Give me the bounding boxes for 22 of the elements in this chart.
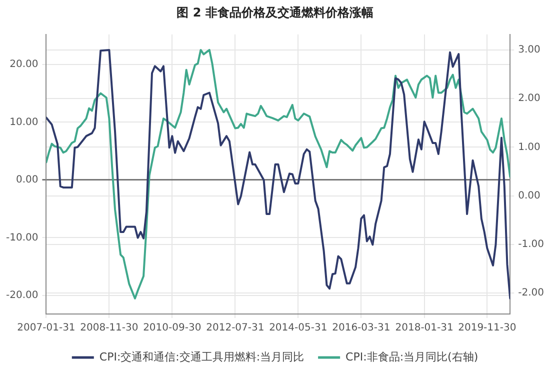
y2-tick-label: 3.00: [518, 44, 540, 56]
y-tick-label: 0.00: [16, 174, 38, 186]
legend-label: CPI:交通和通信:交通工具用燃料:当月同比: [99, 350, 304, 364]
y-tick-label: 10.00: [10, 116, 38, 128]
x-tick-label: 2014-05-31: [269, 322, 328, 334]
x-tick-label: 2016-03-31: [332, 322, 390, 334]
y2-tick-label: -2.00: [518, 288, 544, 299]
x-tick-label: 2012-07-31: [206, 322, 264, 334]
x-tick-label: 2018-01-31: [395, 322, 454, 334]
y-tick-label: -10.00: [6, 232, 38, 244]
y2-tick-label: 1.00: [518, 142, 540, 153]
y-tick-label: -20.00: [6, 290, 38, 302]
y2-tick-label: -1.00: [518, 239, 544, 250]
y-tick-label: 20.00: [10, 59, 38, 70]
x-tick-label: 2008-11-30: [80, 322, 138, 334]
x-tick-label: 2010-09-30: [143, 322, 202, 334]
y2-tick-label: 0.00: [518, 190, 540, 202]
legend-label: CPI:非食品:当月同比(右轴): [346, 350, 478, 364]
x-tick-label: 2019-11-30: [458, 322, 516, 334]
y2-tick-label: 2.00: [518, 93, 540, 104]
x-tick-label: 2007-01-31: [17, 322, 76, 334]
chart-title: 图 2 非食品价格及交通燃料价格涨幅: [176, 5, 374, 20]
